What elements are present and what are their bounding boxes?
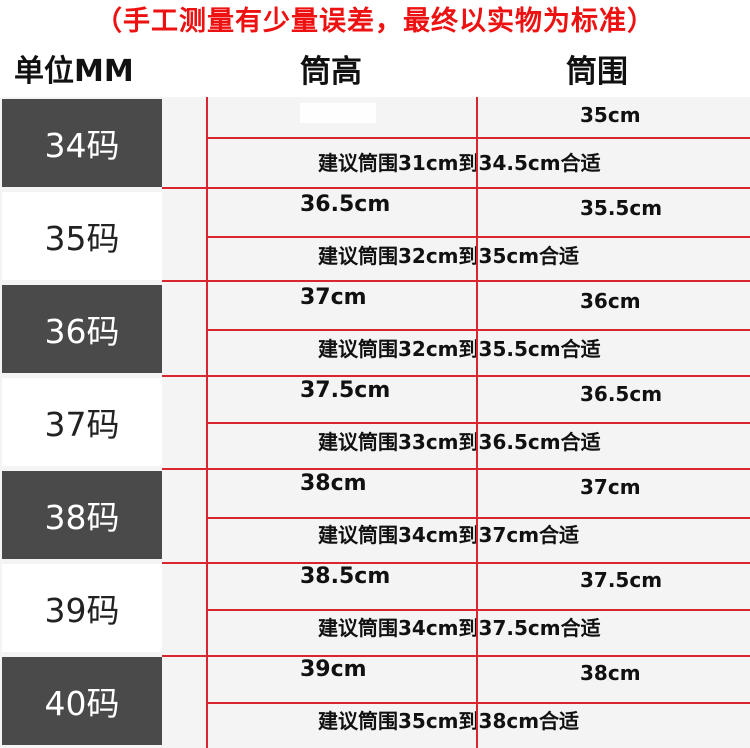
shaft-circumference-value: 36.5cm: [580, 382, 663, 406]
header-shaft-height: 筒高: [300, 54, 362, 90]
header-shaft-circumference: 筒围: [566, 54, 628, 90]
shaft-height-value: 38cm: [300, 471, 367, 496]
size-row: 35码 36.5cm 35.5cm 建议筒围32cm到35cm合适: [0, 190, 750, 283]
grid-hline: [206, 609, 750, 611]
grid-hline: [206, 517, 750, 519]
size-row: 36码 37cm 36cm 建议筒围32cm到35.5cm合适: [0, 283, 750, 376]
grid-hline: [162, 562, 750, 564]
shaft-height-value: 38.5cm: [300, 564, 391, 589]
fit-suggestion: 建议筒围32cm到35.5cm合适: [318, 337, 601, 361]
size-cell: 35码: [2, 192, 162, 280]
size-cell: 34码: [2, 99, 162, 187]
shaft-height-value: 39cm: [300, 657, 367, 682]
shaft-height-value: 36.5cm: [300, 192, 391, 217]
grid-hline: [162, 468, 750, 470]
size-row: 40码 39cm 38cm 建议筒围35cm到38cm合适: [0, 655, 750, 748]
fit-suggestion: 建议筒围31cm到34.5cm合适: [318, 151, 601, 175]
measurement-notice: （手工测量有少量误差，最终以实物为标准）: [95, 6, 655, 37]
fit-suggestion: 建议筒围35cm到38cm合适: [318, 709, 580, 733]
size-row: 34码 35cm 建议筒围31cm到34.5cm合适: [0, 97, 750, 190]
size-row: 37码 37.5cm 36.5cm 建议筒围33cm到36.5cm合适: [0, 376, 750, 469]
shaft-height-value: 37.5cm: [300, 378, 391, 403]
size-cell: 38码: [2, 471, 162, 559]
blurred-height-value: [300, 103, 376, 123]
header-unit: 单位MM: [14, 54, 134, 89]
grid-hline: [162, 375, 750, 377]
grid-hline: [162, 280, 750, 282]
shaft-height-value: 37cm: [300, 285, 367, 310]
grid-hline: [206, 422, 750, 424]
size-cell: 36码: [2, 285, 162, 373]
grid-hline: [162, 187, 750, 189]
grid-hline: [162, 655, 750, 657]
fit-suggestion: 建议筒围34cm到37.5cm合适: [318, 616, 601, 640]
size-row: 38码 38cm 37cm 建议筒围34cm到37cm合适: [0, 469, 750, 562]
grid-hline: [206, 702, 750, 704]
fit-suggestion: 建议筒围33cm到36.5cm合适: [318, 430, 601, 454]
fit-suggestion: 建议筒围34cm到37cm合适: [318, 523, 580, 547]
grid-hline: [206, 137, 750, 139]
shaft-circumference-value: 37.5cm: [580, 568, 663, 592]
size-cell: 40码: [2, 657, 162, 745]
fit-suggestion: 建议筒围32cm到35cm合适: [318, 244, 580, 268]
grid-hline: [206, 236, 750, 238]
size-cell: 37码: [2, 378, 162, 466]
size-row: 39码 38.5cm 37.5cm 建议筒围34cm到37.5cm合适: [0, 562, 750, 655]
size-cell: 39码: [2, 564, 162, 652]
shaft-circumference-value: 38cm: [580, 661, 641, 685]
grid-hline: [206, 329, 750, 331]
shaft-circumference-value: 36cm: [580, 289, 641, 313]
shaft-circumference-value: 37cm: [580, 475, 641, 499]
shaft-circumference-value: 35cm: [580, 103, 641, 127]
shaft-circumference-value: 35.5cm: [580, 196, 663, 220]
